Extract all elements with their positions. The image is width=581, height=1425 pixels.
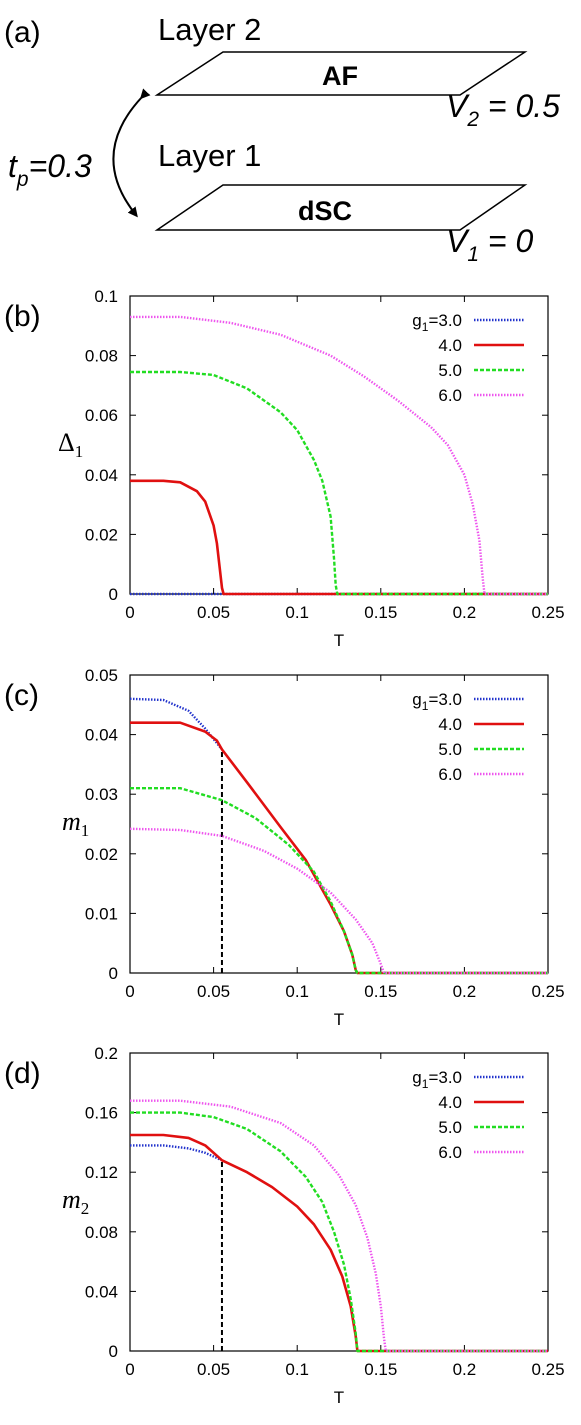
panel-label: (d) [4,1057,41,1090]
series-line-g3 [129,697,223,751]
series-line-g4 [130,479,548,596]
x-tick-label: 0.25 [531,982,564,1001]
legend-label: 6.0 [438,765,462,784]
panel-label: (c) [4,679,39,712]
series-line-g6 [129,827,548,975]
y-tick-label: 0 [109,1342,118,1361]
y-axis-label: Δ1 [58,428,83,461]
series-line-g5 [130,1111,548,1353]
v1-equation: V1 = 0 [446,223,534,266]
y-tick-label: 0 [109,585,118,604]
x-tick-label: 0 [125,603,134,622]
plot-frame [129,674,549,974]
panel-a-label: (a) [4,16,41,49]
x-tick-label: 0.15 [364,1360,397,1379]
layer1-title: Layer 1 [158,138,261,173]
legend-label: 4.0 [438,336,462,355]
plot-frame [129,1052,549,1352]
series-line-g6 [130,315,548,596]
y-tick-label: 0.05 [85,666,118,685]
chart-m1: (c) 0 0.05 0.1 0.15 0.2 0.25 0 0.01 0.02 0.03 0.04 0… [4,666,565,1029]
x-tick-label: 0.1 [285,1360,309,1379]
y-tick-label: 0.1 [94,287,118,306]
x-tick-label: 0.2 [453,1360,477,1379]
legend-label: g1=3.0 [412,1068,462,1091]
legend-label: g1=3.0 [412,690,462,713]
x-tick-label: 0.2 [453,982,477,1001]
x-tick-label: 0.05 [197,1360,230,1379]
series-line-g3 [130,1144,223,1162]
y-tick-label: 0.06 [85,406,118,425]
chart-m2: (d) 0 0.05 0.1 0.15 0.2 0.25 0 0.04 0.08 0.12 0.16 0… [4,1044,565,1407]
x-axis-label: T [334,1388,344,1407]
y-tick-label: 0.02 [85,525,118,544]
x-axis-label: T [334,1010,344,1029]
x-axis-label: T [334,631,344,650]
legend-label: 5.0 [438,1118,462,1137]
legend-label: 5.0 [438,361,462,380]
legend-label: 5.0 [438,740,462,759]
plot-frame [129,295,549,595]
y-tick-label: 0.02 [85,845,118,864]
series-line-g5 [130,787,548,975]
series-line-g4 [130,721,548,975]
x-tick-label: 0.1 [285,982,309,1001]
legend-label: 6.0 [438,1143,462,1162]
x-tick-label: 0.15 [364,603,397,622]
x-tick-label: 0.25 [531,603,564,622]
series-line-g5 [130,370,548,596]
y-tick-label: 0.01 [85,904,118,923]
panel-label: (b) [4,300,41,333]
series-line-g4 [130,1133,548,1353]
layer1-phase: dSC [298,196,352,226]
layer2-plane [154,51,528,96]
legend-label: g1=3.0 [412,311,462,334]
y-tick-label: 0.2 [94,1044,118,1063]
y-axis-label: m1 [62,807,89,840]
legend-label: 4.0 [438,1093,462,1112]
x-tick-label: 0.05 [197,603,230,622]
x-tick-label: 0 [125,982,134,1001]
y-tick-label: 0.04 [85,726,118,745]
y-axis-label: m2 [62,1185,89,1218]
v2-equation: V2 = 0.5 [446,88,560,131]
y-tick-label: 0.03 [85,785,118,804]
x-tick-label: 0.05 [197,982,230,1001]
hopping-arrow [112,88,151,218]
legend-label: 6.0 [438,386,462,405]
y-tick-label: 0 [109,964,118,983]
y-tick-label: 0.08 [85,347,118,366]
legend-label: 4.0 [438,715,462,734]
chart-delta1: (b) 0 0.05 0.1 0.15 0.2 0.25 0 0.02 0.04 0.06 0.08 0… [4,287,565,650]
x-tick-label: 0.2 [453,603,477,622]
x-tick-label: 0 [125,1360,134,1379]
x-tick-label: 0.1 [285,603,309,622]
layer2-title: Layer 2 [158,12,261,47]
x-tick-label: 0.25 [531,1360,564,1379]
y-tick-label: 0.12 [85,1163,118,1182]
y-tick-label: 0.16 [85,1104,118,1123]
layer1-plane [154,184,528,231]
x-tick-label: 0.15 [364,982,397,1001]
tp-equation: tp=0.3 [8,148,92,191]
layer-schematic: (a) Layer 2 AF V2 = 0.5 Layer 1 dSC V1 =… [4,12,560,266]
y-tick-label: 0.04 [85,1282,118,1301]
y-tick-label: 0.04 [85,466,118,485]
y-tick-label: 0.08 [85,1223,118,1242]
series-line-g6 [130,1099,548,1353]
layer2-phase: AF [322,61,358,91]
